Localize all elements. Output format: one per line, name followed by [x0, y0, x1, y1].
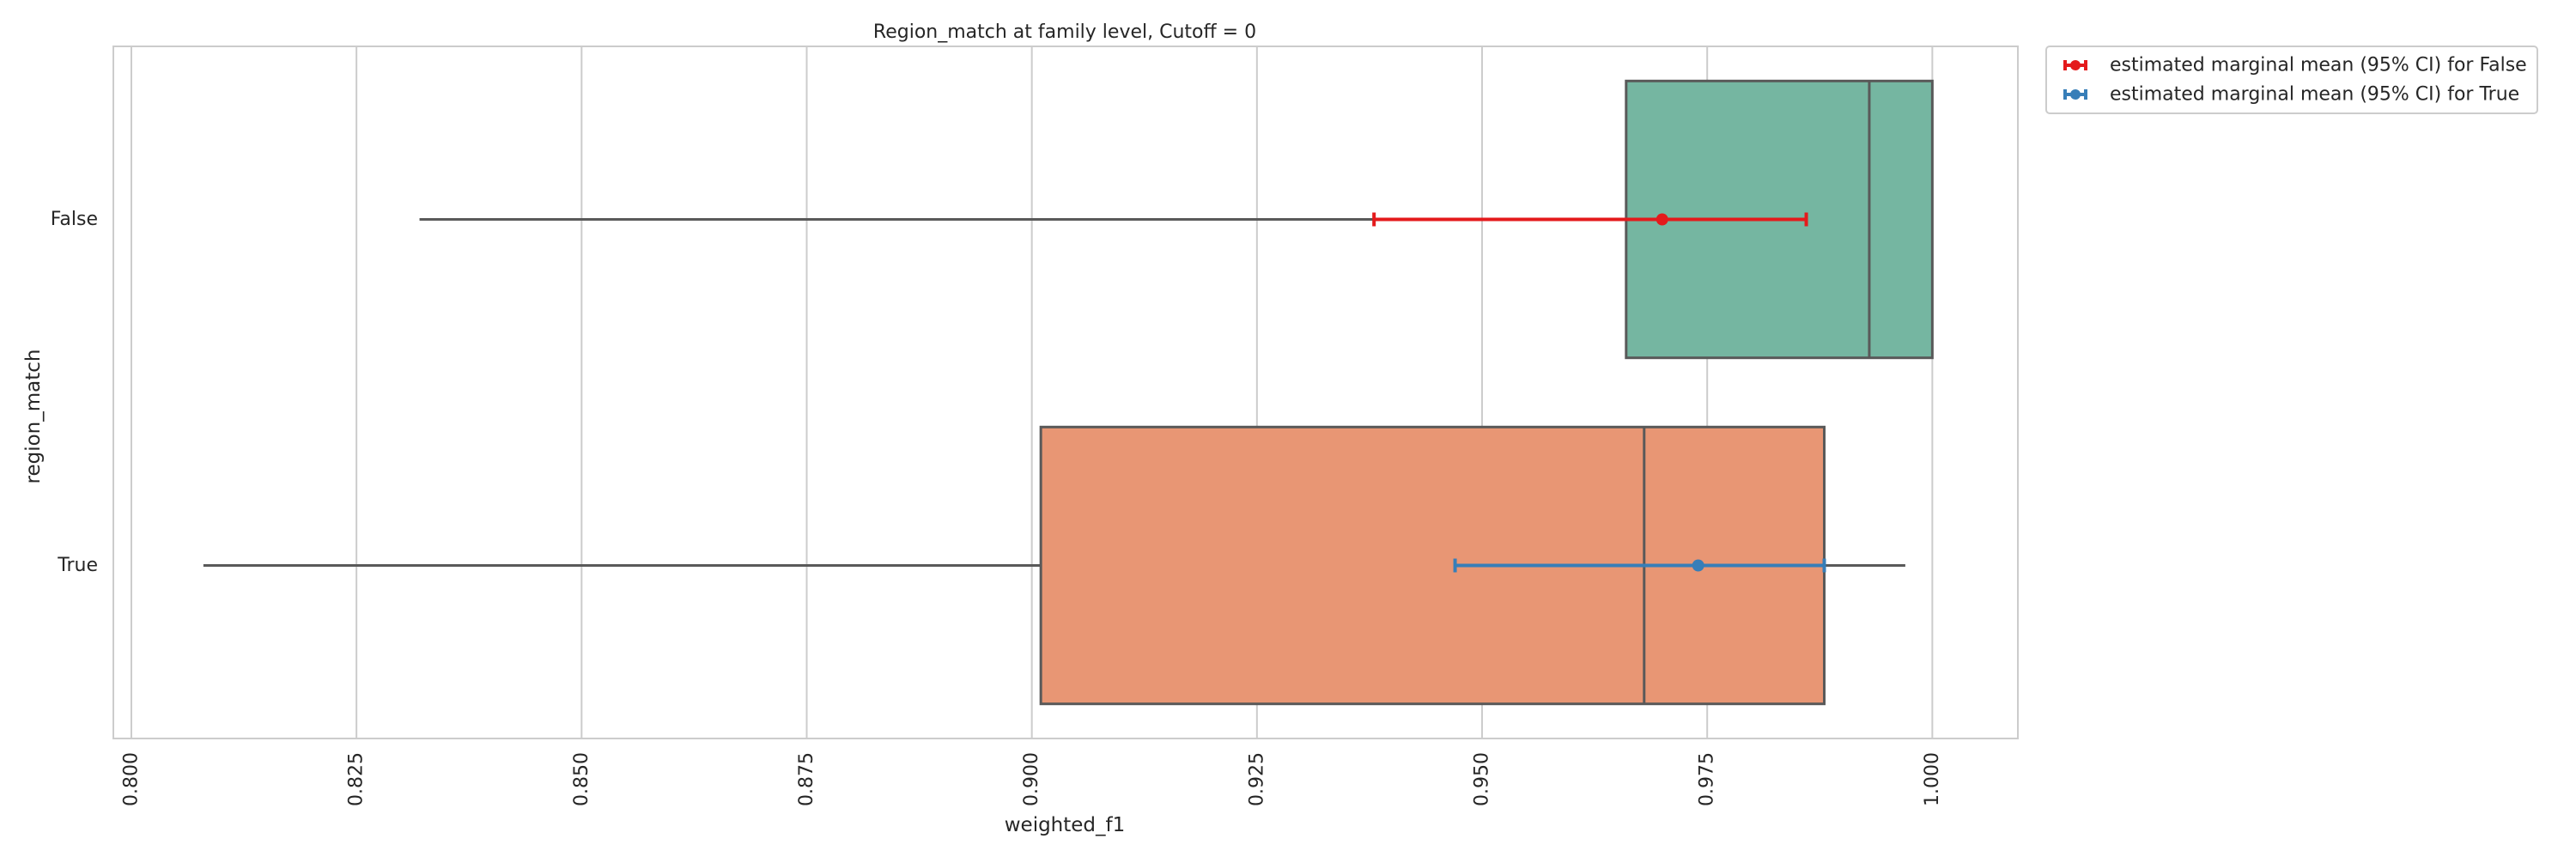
chart-title: Region_match at family level, Cutoff = 0 [873, 21, 1256, 43]
x-tick-label: 0.950 [1472, 752, 1493, 806]
legend-frame [2045, 46, 2538, 114]
mean-layer [1372, 212, 1826, 573]
y-tick-label: False [51, 209, 98, 230]
legend-label: estimated marginal mean (95% CI) for Tru… [2110, 84, 2519, 106]
y-tick-label: True [57, 555, 98, 576]
y-axis-label: region_match [22, 349, 45, 484]
legend-label: estimated marginal mean (95% CI) for Fal… [2110, 55, 2527, 76]
x-tick-label: 0.850 [571, 752, 592, 806]
legend: estimated marginal mean (95% CI) for Fal… [2045, 46, 2538, 114]
legend-swatch-point [2070, 60, 2081, 70]
plot-frame [112, 46, 2019, 739]
x-tick-label: 0.825 [346, 752, 368, 806]
x-tick-label: 0.900 [1021, 752, 1042, 806]
x-tick-label: 0.875 [796, 752, 817, 806]
mean-point-false [1656, 213, 1668, 226]
x-tick-label: 0.925 [1246, 752, 1267, 806]
x-tick-label: 0.975 [1697, 752, 1718, 806]
mean-point-true [1692, 559, 1704, 572]
x-tick-label: 0.800 [120, 752, 142, 806]
x-tick-label: 1.000 [1922, 752, 1943, 806]
legend-swatch-point [2070, 89, 2081, 100]
x-axis-label: weighted_f1 [1005, 814, 1126, 836]
axis-layer: 0.800 0.825 0.850 0.875 0.900 0.925 0.950 0.975… [51, 46, 2019, 806]
